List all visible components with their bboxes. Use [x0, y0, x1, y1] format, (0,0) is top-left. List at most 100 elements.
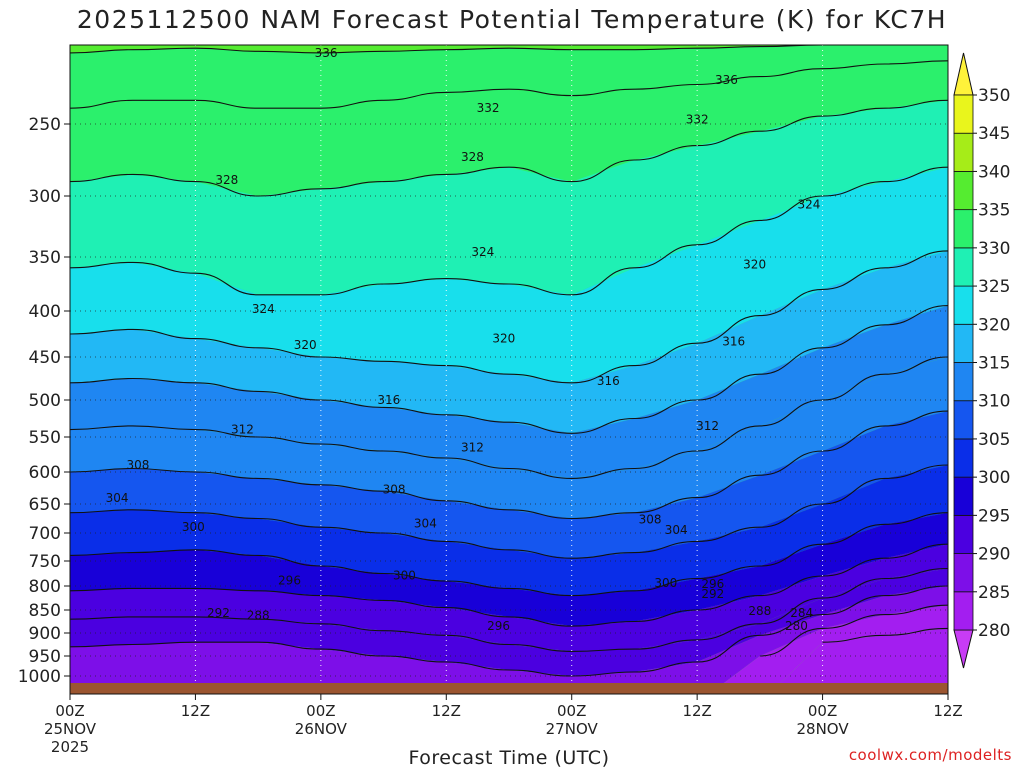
band-332: [70, 45, 948, 109]
contour-label: 292: [207, 606, 230, 620]
isentrope-296: [70, 543, 948, 627]
contour-label: 280: [785, 619, 808, 633]
contour-label: 304: [665, 523, 688, 537]
contour-label: 296: [701, 577, 724, 591]
isentrope-324: [70, 166, 948, 296]
contour-label: 328: [461, 150, 484, 164]
colorbar-label: 325: [978, 277, 1010, 297]
contour-label: 296: [487, 619, 510, 633]
y-tick-label: 350: [29, 248, 61, 268]
isentrope-308: [70, 410, 948, 520]
x-tick-label: 12Z: [432, 702, 461, 720]
contour-label: 324: [798, 198, 821, 212]
x-tick-label: 00Z: [306, 702, 335, 720]
colorbar-swatch: [953, 209, 974, 249]
x-tick-label: 12Z: [181, 702, 210, 720]
isentrope-312: [70, 356, 948, 479]
colorbar-label: 340: [978, 162, 1010, 182]
colorbar-swatch: [953, 94, 974, 134]
contour-label: 328: [215, 173, 238, 187]
gridlines: [70, 45, 948, 694]
colorbar-swatch: [953, 476, 974, 516]
x-tick-date: 28NOV: [797, 720, 850, 738]
band-308: [70, 357, 948, 519]
contour-label: 332: [686, 112, 709, 126]
colorbar-max-arrow: [953, 52, 974, 96]
colorbar-swatch: [953, 591, 974, 631]
band-328: [70, 60, 948, 196]
x-tick-label: 12Z: [933, 702, 962, 720]
colorbar-label: 330: [978, 239, 1010, 259]
colorbar-swatch: [953, 247, 974, 287]
contour-label: 316: [597, 374, 620, 388]
colorbar: 280 285 290 295 300 305 310 315 320 325 330 335 340 3…: [953, 52, 1010, 669]
y-tick-label: 550: [29, 428, 61, 448]
isentrope-316: [70, 305, 948, 434]
contour-label: 300: [393, 569, 416, 583]
x-axis-label: Forecast Time (UTC): [409, 747, 610, 768]
contour-label: 308: [639, 513, 662, 527]
colorbar-label: 320: [978, 315, 1010, 335]
isentrope-332: [70, 60, 948, 109]
colorbar-swatch: [953, 171, 974, 211]
y-tick-label: 800: [29, 577, 61, 597]
y-tick-label: 500: [29, 391, 61, 411]
band-324: [70, 100, 948, 295]
plot-frame: [69, 44, 949, 695]
band-312: [70, 305, 948, 479]
colorbar-label: 335: [978, 201, 1010, 221]
contour-labels: 336 336 332 332 328 328 324 324 320 324 320 320 316 3…: [106, 46, 821, 633]
isentrope-320: [70, 250, 948, 384]
contour-label: 316: [722, 334, 745, 348]
contour-label: 284: [790, 606, 813, 620]
y-axis: 250 300 350 400 450 500 550 600 650 700 750 800 850 9…: [18, 115, 70, 687]
colorbar-label: 350: [978, 86, 1010, 106]
isentrope-292: [70, 567, 948, 652]
band-296: [70, 512, 948, 627]
x-tick-label: 00Z: [557, 702, 586, 720]
contour-label: 312: [696, 419, 719, 433]
x-tick-label: 00Z: [55, 702, 84, 720]
colorbar-swatch: [953, 132, 974, 172]
contour-label: 296: [278, 574, 301, 588]
isentrope-contours: [70, 45, 948, 677]
colorbar-label: 315: [978, 354, 1010, 374]
colorbar-swatch: [953, 514, 974, 554]
contour-label: 292: [701, 587, 724, 601]
contour-label: 312: [231, 423, 254, 437]
y-tick-label: 450: [29, 348, 61, 368]
contour-label: 316: [377, 393, 400, 407]
contour-label: 288: [247, 609, 270, 623]
credit-text: coolwx.com/modelts: [849, 746, 1012, 764]
colorbar-label: 300: [978, 468, 1010, 488]
x-tick-label: 00Z: [808, 702, 837, 720]
y-tick-label: 1000: [18, 667, 61, 687]
contour-label: 308: [383, 482, 406, 496]
theta-color-bands: [70, 45, 948, 685]
colorbar-swatch: [953, 323, 974, 363]
y-tick-label: 900: [29, 624, 61, 644]
y-tick-label: 250: [29, 115, 61, 135]
isentrope-300: [70, 512, 948, 597]
chart-title: 2025112500 NAM Forecast Potential Temper…: [77, 5, 947, 34]
contour-label: 332: [477, 101, 500, 115]
contour-label: 300: [182, 520, 205, 534]
contour-label: 300: [654, 576, 677, 590]
y-tick-label: 750: [29, 552, 61, 572]
y-tick-label: 850: [29, 601, 61, 621]
contour-label: 304: [106, 491, 129, 505]
contour-label: 324: [252, 302, 275, 316]
contour-label: 336: [315, 46, 338, 60]
contour-label: 320: [492, 332, 515, 346]
x-tick-date: 27NOV: [546, 720, 599, 738]
ground-surface: [70, 683, 948, 694]
contour-label: 320: [294, 338, 317, 352]
colorbar-swatch: [953, 553, 974, 593]
contour-label: 308: [126, 458, 149, 472]
colorbar-swatch: [953, 285, 974, 325]
contour-label: 324: [471, 245, 494, 259]
colorbar-label: 310: [978, 392, 1010, 412]
band-280: [721, 605, 948, 685]
